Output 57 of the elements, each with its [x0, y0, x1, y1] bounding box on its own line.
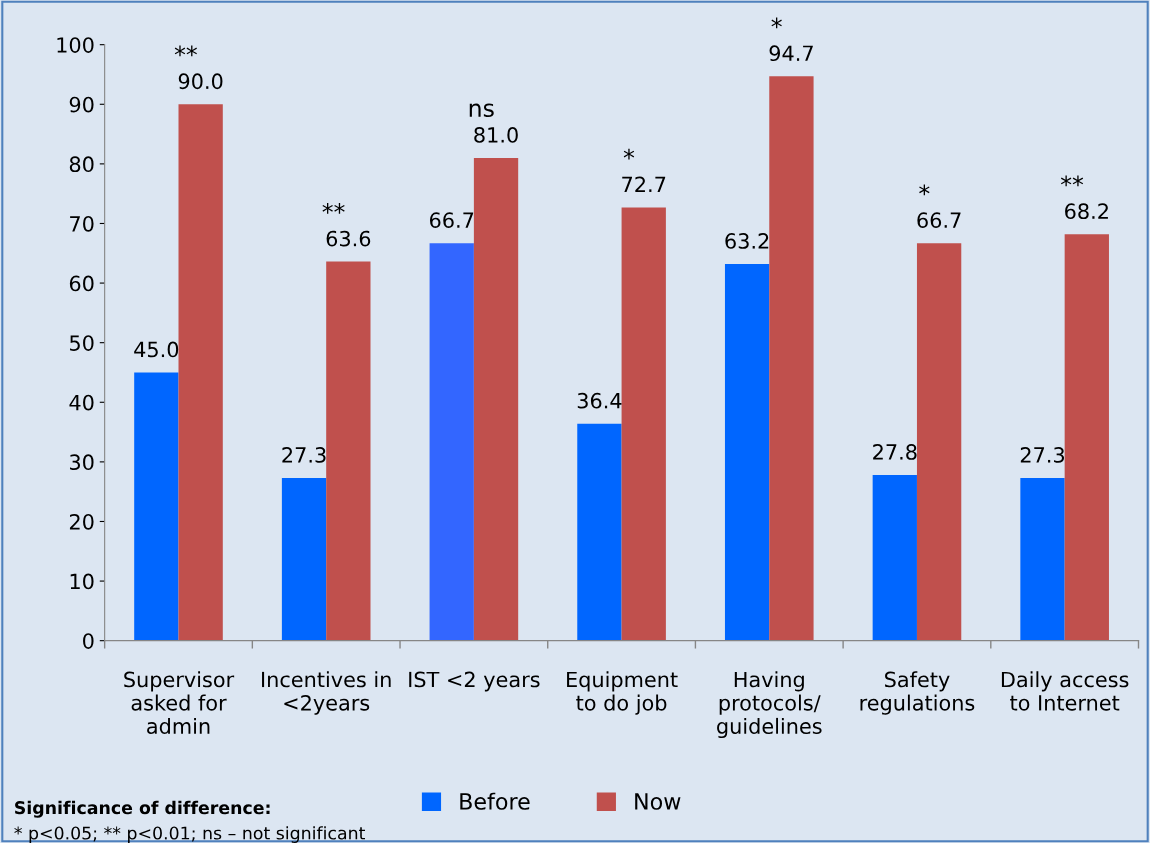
y-tick-label: 0 [83, 633, 94, 649]
annotation: ns [469, 103, 494, 118]
data-label: 63.6 [326, 230, 371, 247]
x-tick-label: Daily access to Internet [1001, 671, 1129, 711]
y-tick-label: 10 [70, 573, 94, 590]
bar [429, 243, 474, 641]
y-tick-label: 100 [57, 37, 94, 53]
y-tick-label: 40 [69, 394, 94, 411]
data-label: 63.2 [725, 233, 769, 249]
x-tick-label: Safety regulations [860, 671, 975, 715]
y-tick-label: 80 [69, 156, 94, 173]
bar [577, 423, 622, 641]
data-label: 27.3 [1020, 447, 1065, 463]
y-tick-label: 60 [69, 275, 94, 292]
data-label: 81.0 [474, 127, 518, 143]
data-label: 27.8 [873, 444, 917, 460]
bar [178, 104, 223, 641]
bar [1064, 234, 1109, 641]
legend-label: Now [635, 793, 681, 810]
x-tick-label: Having protocols/ guidelines [717, 671, 822, 739]
annotation: ** [322, 202, 345, 214]
bar [872, 474, 917, 641]
data-label: 94.7 [769, 45, 813, 62]
bar [621, 207, 666, 641]
x-tick-label: Supervisor asked for admin [124, 671, 235, 735]
y-tick-label: 70 [70, 215, 94, 232]
x-tick-label: Equipment to do job [567, 671, 678, 715]
y-tick-label: 90 [69, 96, 94, 113]
bar [134, 372, 179, 641]
data-label: 68.2 [1065, 203, 1108, 220]
x-tick-label: Incentives in <2years [262, 671, 391, 715]
bar [326, 261, 371, 641]
bar [1020, 477, 1065, 641]
data-label: 72.7 [622, 176, 666, 192]
bar [281, 477, 327, 641]
y-tick-label: 30 [70, 454, 94, 471]
annotation: * [919, 184, 930, 196]
data-label: 45.0 [134, 341, 179, 358]
y-tick-label: 20 [69, 513, 94, 530]
annotation: * [623, 148, 635, 160]
bar [916, 243, 962, 641]
text: Significance of difference: [15, 800, 270, 818]
x-tick-label: IST <2 years [409, 671, 540, 692]
data-label: 27.3 [282, 447, 326, 463]
text: * p<0.05; ** p<0.01; ns – not significant [14, 826, 366, 843]
legend-label: Before [460, 792, 530, 810]
data-label: 66.7 [429, 212, 474, 228]
bar [724, 264, 770, 641]
bar [473, 157, 519, 641]
data-label: 66.7 [917, 212, 961, 228]
annotation: ** [174, 45, 197, 57]
data-label: 36.4 [577, 392, 622, 409]
y-tick-label: 50 [70, 335, 94, 351]
text: * [771, 17, 782, 29]
bar [769, 76, 814, 641]
annotation: ** [1060, 175, 1084, 187]
data-label: 90.0 [178, 73, 223, 90]
